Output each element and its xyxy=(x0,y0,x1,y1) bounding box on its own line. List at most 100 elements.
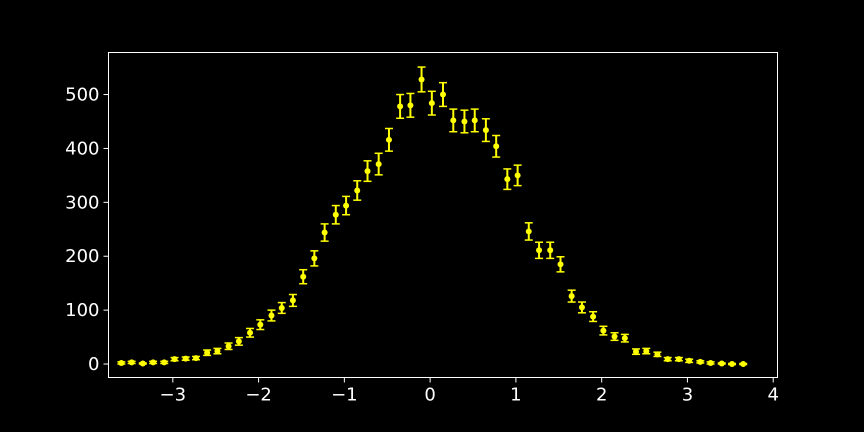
x-tick-label: 3 xyxy=(682,385,693,406)
data-marker xyxy=(150,359,157,366)
data-marker xyxy=(654,351,661,358)
y-axis: 0 100 200 300 400 500 xyxy=(65,85,109,375)
data-point xyxy=(470,108,479,133)
data-marker xyxy=(471,117,478,124)
data-marker xyxy=(578,304,585,311)
data-marker xyxy=(214,348,221,355)
y-tick-label: 100 xyxy=(65,300,99,321)
data-point xyxy=(427,90,436,116)
data-point xyxy=(492,134,501,158)
data-point xyxy=(546,241,555,260)
plot-area-frame xyxy=(108,52,778,378)
data-point xyxy=(524,222,533,241)
data-marker xyxy=(632,348,639,355)
data-point xyxy=(567,289,576,303)
data-marker xyxy=(204,349,211,356)
data-point xyxy=(663,356,672,363)
data-point xyxy=(267,309,276,322)
x-tick-label: −1 xyxy=(331,385,358,406)
data-point xyxy=(224,342,233,351)
data-marker xyxy=(364,168,371,175)
data-point xyxy=(653,351,662,358)
data-point xyxy=(535,241,544,260)
data-point xyxy=(170,356,179,363)
data-point xyxy=(739,361,748,368)
data-point xyxy=(277,301,286,315)
data-marker xyxy=(257,321,264,328)
data-point xyxy=(181,355,190,362)
data-point xyxy=(556,256,565,273)
data-point xyxy=(149,359,158,366)
data-point xyxy=(589,310,598,323)
y-tick-label: 500 xyxy=(65,85,99,106)
data-marker xyxy=(536,247,543,254)
data-marker xyxy=(268,312,275,319)
x-axis: −3 −2 −1 0 1 2 3 4 xyxy=(160,377,779,406)
y-tick-label: 0 xyxy=(88,354,99,375)
data-marker xyxy=(247,329,254,336)
data-marker xyxy=(343,202,350,209)
x-tick-label: 1 xyxy=(510,385,521,406)
data-marker xyxy=(118,359,125,366)
data-point xyxy=(577,301,586,314)
data-marker xyxy=(192,355,199,362)
data-marker xyxy=(686,357,693,364)
data-point xyxy=(234,336,243,346)
data-point xyxy=(631,348,640,356)
data-point xyxy=(117,359,126,366)
data-point xyxy=(320,223,329,242)
data-point xyxy=(331,204,340,225)
data-points xyxy=(117,66,748,368)
data-marker xyxy=(375,161,382,168)
data-marker xyxy=(621,335,628,342)
data-marker xyxy=(440,91,446,98)
data-marker xyxy=(718,360,725,367)
data-marker xyxy=(664,356,671,363)
data-marker xyxy=(547,247,554,254)
x-tick-label: −3 xyxy=(160,385,187,406)
data-marker xyxy=(482,127,489,134)
data-point xyxy=(449,108,458,133)
data-point xyxy=(696,358,705,365)
data-marker xyxy=(235,338,242,345)
data-marker xyxy=(611,333,618,340)
x-tick-label: 0 xyxy=(424,385,435,406)
data-point xyxy=(728,361,737,368)
data-marker xyxy=(311,255,318,262)
data-marker xyxy=(514,172,521,179)
y-tick-label: 400 xyxy=(65,138,99,159)
data-marker xyxy=(557,261,564,268)
data-point xyxy=(406,92,415,118)
data-point xyxy=(513,164,522,187)
data-point xyxy=(642,347,651,355)
data-point xyxy=(213,347,222,355)
y-tick-label: 300 xyxy=(65,192,99,213)
data-marker xyxy=(740,361,747,368)
data-point xyxy=(384,127,393,152)
data-point xyxy=(288,293,297,308)
data-point xyxy=(460,109,469,134)
data-marker xyxy=(289,297,296,304)
data-marker xyxy=(397,103,404,110)
data-point xyxy=(246,327,255,338)
data-point xyxy=(706,359,715,366)
data-point xyxy=(191,355,200,362)
data-point xyxy=(396,93,405,120)
data-marker xyxy=(161,359,168,366)
data-marker xyxy=(697,358,704,365)
data-point xyxy=(439,81,447,108)
data-marker xyxy=(418,76,425,83)
data-point xyxy=(160,359,169,366)
data-marker xyxy=(504,176,511,183)
data-marker xyxy=(332,211,339,218)
data-marker xyxy=(643,348,650,355)
data-point xyxy=(310,250,319,267)
data-marker xyxy=(729,361,736,368)
data-marker xyxy=(428,100,435,107)
data-marker xyxy=(675,356,682,363)
data-point xyxy=(674,356,683,363)
data-marker xyxy=(407,102,414,109)
data-marker xyxy=(354,187,361,194)
